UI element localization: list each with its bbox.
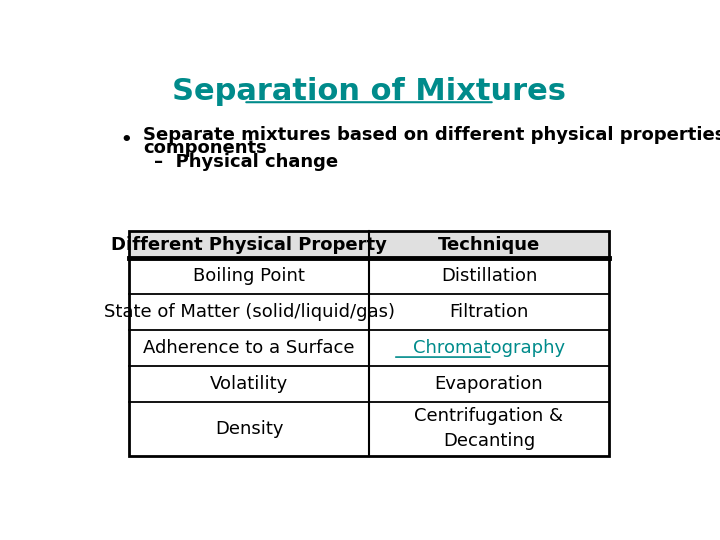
Text: Chromatography: Chromatography bbox=[413, 339, 565, 357]
Text: State of Matter (solid/liquid/gas): State of Matter (solid/liquid/gas) bbox=[104, 303, 395, 321]
Text: Different Physical Property: Different Physical Property bbox=[111, 235, 387, 254]
Text: •: • bbox=[121, 131, 132, 149]
Text: Evaporation: Evaporation bbox=[435, 375, 544, 393]
Text: Distillation: Distillation bbox=[441, 267, 537, 285]
Bar bbox=[129, 231, 609, 258]
Text: Filtration: Filtration bbox=[449, 303, 528, 321]
Text: Separate mixtures based on different physical properties of the: Separate mixtures based on different phy… bbox=[143, 126, 720, 144]
Text: Density: Density bbox=[215, 420, 283, 438]
Bar bbox=[129, 231, 609, 456]
Text: Adherence to a Surface: Adherence to a Surface bbox=[143, 339, 355, 357]
Text: Technique: Technique bbox=[438, 235, 540, 254]
Text: –  Physical change: – Physical change bbox=[154, 153, 338, 171]
Text: Volatility: Volatility bbox=[210, 375, 288, 393]
Text: components: components bbox=[143, 139, 266, 157]
Text: Separation of Mixtures: Separation of Mixtures bbox=[172, 77, 566, 106]
Text: Boiling Point: Boiling Point bbox=[193, 267, 305, 285]
Text: Centrifugation &
Decanting: Centrifugation & Decanting bbox=[415, 407, 564, 450]
